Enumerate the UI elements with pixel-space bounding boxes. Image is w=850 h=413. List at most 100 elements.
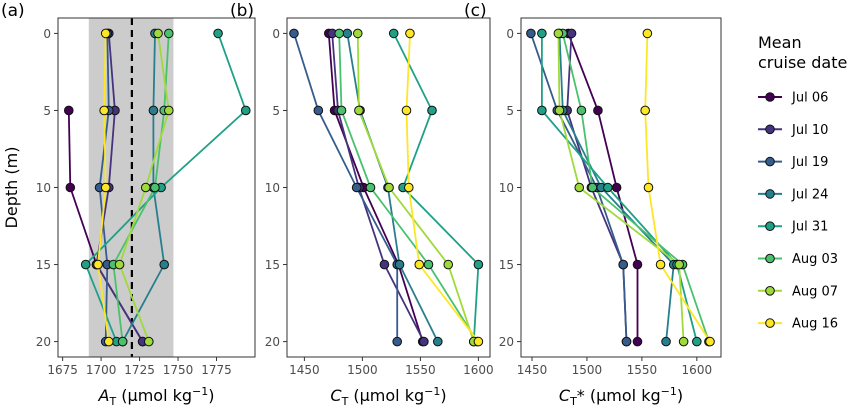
data-point [313,105,324,116]
data-point [526,28,536,39]
legend-item: Aug 03 [758,252,838,267]
data-point [419,336,429,347]
y-tick-label: 10 [265,181,280,195]
x-tick-label: 1725 [124,363,155,377]
legend-marker [765,286,775,296]
data-point [473,259,484,270]
y-tick-label: 5 [43,104,51,118]
y-axis-label: Depth (m) [2,147,21,229]
data-point [427,105,437,116]
data-point [537,28,547,39]
data-point [576,105,587,116]
data-point [392,336,403,347]
data-point [100,28,111,39]
x-tick-label: 1675 [47,363,78,377]
data-point [642,28,653,39]
data-point [566,28,577,39]
chart-panel-3: 1450 1500 1550 1600 0 5 10 15 20 (c) CT* (μmol kg−… [464,1,722,408]
legend-item: Jul 19 [758,155,828,170]
y-tick-label: 15 [265,258,280,272]
legend-marker [765,253,775,264]
series-points [289,28,484,347]
data-point [144,336,154,347]
data-point [150,182,160,193]
y-tick-label: 20 [265,335,280,349]
data-point [574,182,585,193]
data-point [611,182,622,193]
legend-marker [765,92,775,102]
legend-label: Aug 07 [792,284,838,299]
y-tick-label: 10 [36,181,51,195]
data-point [103,336,114,347]
panel-label: (c) [464,1,487,21]
data-point [593,105,603,116]
data-point [537,105,547,116]
data-point [379,259,390,270]
legend-marker [765,189,775,199]
data-point [692,336,702,347]
series-line-aug-16 [644,33,711,343]
legend-item: Aug 16 [758,317,838,332]
x-tick-label: 1700 [86,363,117,377]
y-tick-label: 15 [499,258,514,272]
data-point [661,336,671,347]
data-point [63,105,74,116]
data-point [632,336,643,347]
legend-item: Jul 06 [758,91,828,106]
legend-title: Mean [758,33,802,52]
legend-item: Aug 07 [758,284,838,299]
data-point [384,182,394,193]
data-point [655,259,666,270]
y-tick-label: 20 [499,335,514,349]
data-point [473,336,484,347]
data-point [159,259,169,270]
data-point [603,182,613,193]
legend-label: Jul 19 [791,155,828,170]
data-point [352,28,363,39]
data-point [351,182,362,193]
series-points [63,28,251,347]
legend-label: Jul 10 [791,123,828,138]
legend-marker [765,124,775,135]
x-tick-label: 1500 [347,363,378,377]
data-point [388,28,399,39]
y-tick-label: 20 [36,335,51,349]
panel-label: (b) [230,1,254,21]
data-point [433,336,443,347]
legend-marker [765,156,775,167]
data-point [401,105,412,116]
x-axis-label: CT* (μmol kg−1) [559,385,683,408]
y-tick-label: 15 [36,258,51,272]
legend-item: Jul 31 [758,220,828,235]
x-tick-label: 1600 [463,363,494,377]
data-point [354,105,364,116]
data-point [148,105,159,116]
legend-label: Aug 03 [792,252,838,267]
data-point [114,259,125,270]
y-tick-label: 0 [506,27,514,41]
x-axis-label: CT (μmol kg−1) [330,385,446,408]
data-point [621,336,632,347]
legend-label: Jul 06 [791,91,828,106]
data-point [93,259,103,270]
data-point [553,28,564,39]
data-point [365,182,376,193]
data-point [164,28,174,39]
data-point [336,105,347,116]
data-point [423,259,434,270]
x-tick-label: 1550 [405,363,436,377]
data-point [643,182,654,193]
data-point [65,182,76,193]
chart-panel-2: 1450 1500 1550 1600 0 5 10 15 20 (b) CT (μmol kg−1… [230,1,494,408]
series-points [526,28,715,347]
data-point [80,259,91,270]
data-point [240,105,251,116]
legend-title: cruise date [758,53,847,72]
data-point [140,182,151,193]
data-point [117,336,128,347]
legend-label: Aug 16 [792,317,838,332]
series-line-jul-19 [293,33,399,342]
data-point [342,28,353,39]
y-tick-label: 0 [272,27,280,41]
